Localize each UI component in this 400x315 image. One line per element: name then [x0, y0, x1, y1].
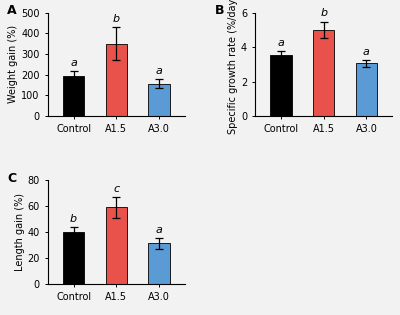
Text: b: b	[70, 214, 77, 224]
Text: a: a	[363, 47, 370, 57]
Bar	[270, 55, 292, 116]
Y-axis label: Specific growth rate (%/day): Specific growth rate (%/day)	[228, 0, 238, 134]
Text: C: C	[7, 172, 16, 185]
Bar	[148, 83, 170, 116]
Y-axis label: Length gain (%): Length gain (%)	[14, 193, 24, 271]
Bar	[63, 232, 84, 284]
Text: c: c	[113, 184, 119, 194]
Bar	[63, 76, 84, 116]
Bar	[148, 243, 170, 284]
Text: a: a	[156, 66, 162, 76]
Bar	[356, 63, 377, 116]
Y-axis label: Weight gain (%): Weight gain (%)	[8, 25, 18, 103]
Text: A: A	[7, 4, 17, 17]
Text: a: a	[70, 58, 77, 68]
Text: b: b	[113, 14, 120, 24]
Text: B: B	[214, 4, 224, 17]
Text: a: a	[156, 225, 162, 235]
Bar	[106, 43, 127, 116]
Bar	[106, 207, 127, 284]
Text: b: b	[320, 9, 327, 19]
Bar	[313, 30, 334, 116]
Text: a: a	[278, 38, 284, 48]
